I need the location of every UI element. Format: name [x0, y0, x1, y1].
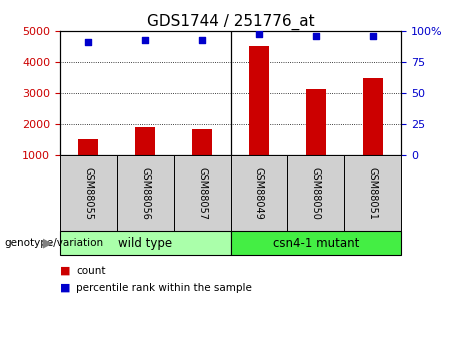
Text: GSM88056: GSM88056 — [140, 167, 150, 220]
Text: ■: ■ — [60, 283, 71, 293]
Point — [142, 37, 149, 42]
Text: genotype/variation: genotype/variation — [5, 238, 104, 248]
Text: ▶: ▶ — [43, 237, 53, 250]
Title: GDS1744 / 251776_at: GDS1744 / 251776_at — [147, 13, 314, 30]
Text: GSM88057: GSM88057 — [197, 167, 207, 220]
Point — [255, 31, 263, 36]
Text: ■: ■ — [60, 266, 71, 276]
Text: csn4-1 mutant: csn4-1 mutant — [272, 237, 359, 250]
Point — [369, 33, 376, 39]
Text: GSM88049: GSM88049 — [254, 167, 264, 219]
Text: GSM88051: GSM88051 — [367, 167, 378, 220]
Point — [85, 39, 92, 45]
Bar — [363, 78, 383, 155]
Bar — [192, 129, 212, 155]
Bar — [135, 127, 155, 155]
Point — [312, 33, 319, 39]
Text: GSM88050: GSM88050 — [311, 167, 321, 220]
Bar — [78, 139, 98, 155]
Bar — [306, 89, 326, 155]
Text: percentile rank within the sample: percentile rank within the sample — [76, 283, 252, 293]
Text: count: count — [76, 266, 106, 276]
Text: wild type: wild type — [118, 237, 172, 250]
Text: GSM88055: GSM88055 — [83, 167, 94, 220]
Bar — [249, 46, 269, 155]
Point — [198, 37, 206, 42]
